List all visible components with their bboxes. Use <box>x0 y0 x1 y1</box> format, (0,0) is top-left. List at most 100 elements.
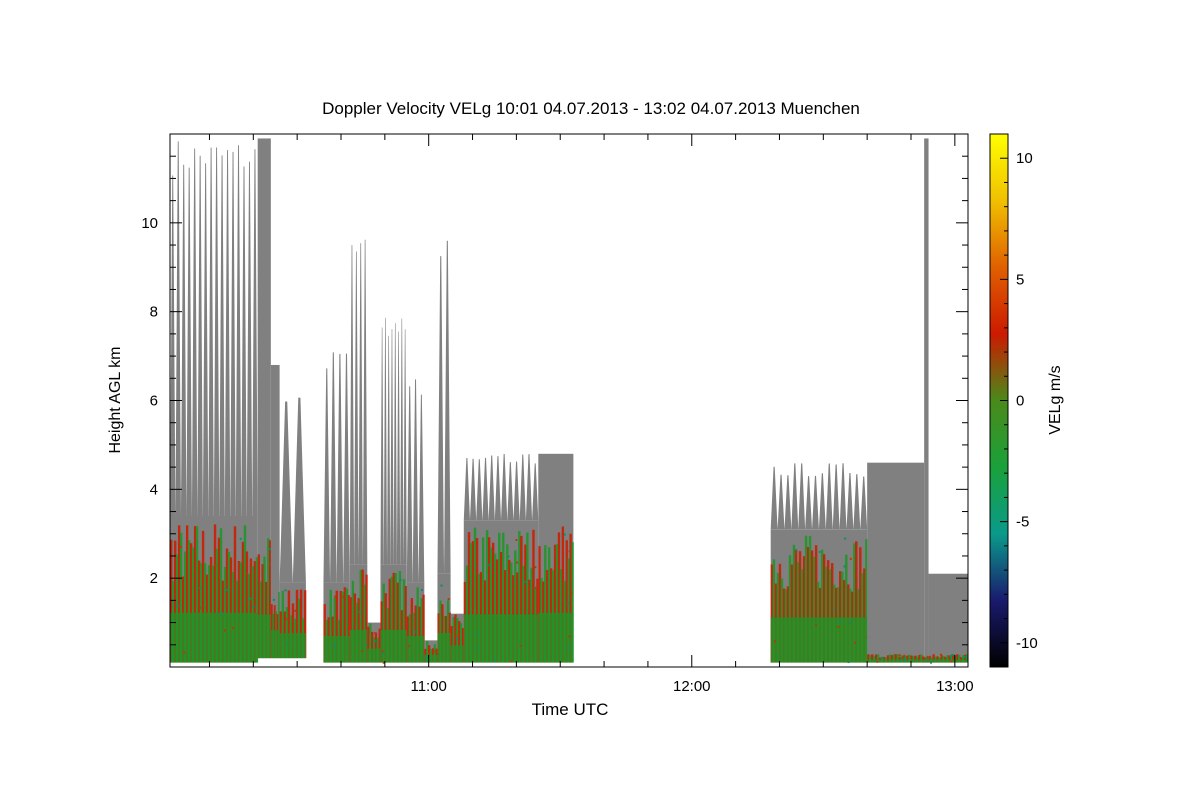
velocity-speckle <box>926 658 929 661</box>
velocity-cell <box>187 540 191 663</box>
velocity-cell <box>828 569 832 663</box>
velocity-cell <box>446 600 450 663</box>
echo-spike <box>396 331 401 565</box>
velocity-speckle <box>284 589 287 592</box>
velocity-cell <box>465 565 469 663</box>
echo-spike <box>406 386 413 583</box>
y-tick-label: 8 <box>150 304 158 321</box>
velocity-cell <box>339 591 343 663</box>
velocity-cell <box>219 528 223 663</box>
velocity-cell <box>808 535 812 663</box>
velocity-speckle <box>294 609 297 612</box>
velocity-speckle <box>221 612 224 615</box>
velocity-cell <box>894 654 898 663</box>
velocity-cell <box>353 593 357 663</box>
velocity-low-layer <box>270 630 280 659</box>
velocity-cell <box>170 539 173 663</box>
velocity-cell <box>493 553 497 663</box>
velocity-cell <box>396 582 400 663</box>
velocity-speckle <box>232 626 235 629</box>
velocity-speckle <box>198 606 201 609</box>
velocity-speckle <box>839 620 842 623</box>
echo-spike <box>213 147 220 516</box>
velocity-cell <box>287 590 291 659</box>
profile-block <box>279 397 307 659</box>
y-tick-label: 4 <box>150 481 158 498</box>
velocity-speckle <box>881 657 884 660</box>
velocity-cell <box>912 656 915 663</box>
velocity-speckle <box>515 538 518 541</box>
profile-block <box>867 462 925 663</box>
velocity-low-layer <box>323 636 350 663</box>
velocity-cell <box>794 549 798 663</box>
velocity-speckle <box>854 641 857 644</box>
velocity-speckle <box>844 537 847 540</box>
echo-spike <box>383 317 388 565</box>
velocity-cell <box>804 535 808 663</box>
echo-spike <box>839 463 847 530</box>
velocity-low-layer <box>406 636 425 663</box>
velocity-cell <box>410 598 414 663</box>
velocity-cell <box>820 549 824 663</box>
velocity-cell <box>890 655 894 663</box>
velocity-cell <box>886 655 890 663</box>
velocity-speckle <box>342 595 345 598</box>
velocity-cell <box>390 576 394 663</box>
velocity-speckle <box>382 661 385 664</box>
axis-ticks <box>170 134 968 667</box>
echo-spike <box>832 464 840 530</box>
echo-spike <box>513 461 520 521</box>
profile-block <box>924 138 929 663</box>
velocity-speckle <box>566 647 569 650</box>
velocity-low-layer <box>349 629 368 663</box>
velocity-cell <box>428 645 431 663</box>
echo-spike <box>791 463 799 530</box>
velocity-cell <box>571 542 574 663</box>
velocity-speckle <box>382 652 385 655</box>
velocity-speckle <box>285 618 288 621</box>
velocity-speckle <box>940 654 943 657</box>
echo-spike <box>380 327 384 565</box>
velocity-cell <box>384 593 387 663</box>
velocity-speckle <box>365 643 368 646</box>
echo-spike <box>191 148 198 516</box>
profile-block <box>928 573 968 664</box>
velocity-cell <box>173 540 177 663</box>
velocity-cell <box>469 542 473 663</box>
velocity-cell <box>790 564 794 663</box>
velocity-cell <box>524 544 527 663</box>
velocity-cell <box>966 654 968 663</box>
velocity-cell <box>367 626 370 663</box>
colorbar-label: VELg m/s <box>1047 365 1064 434</box>
echo-spike <box>501 453 508 521</box>
velocity-speckle <box>818 550 821 553</box>
velocity-speckle <box>252 606 255 609</box>
x-tick-label: 13:00 <box>936 678 974 695</box>
profile-block <box>406 379 425 663</box>
profile-block <box>170 141 260 663</box>
velocity-low-layer <box>867 659 925 663</box>
velocity-cell <box>826 560 830 663</box>
echo-spike <box>444 240 451 574</box>
velocity-cell <box>863 568 866 663</box>
velocity-cell <box>450 626 453 663</box>
velocity-cell <box>458 621 461 663</box>
velocity-cell <box>555 544 559 663</box>
echo-spike <box>825 463 833 530</box>
velocity-speckle <box>432 650 435 653</box>
velocity-speckle <box>951 653 954 656</box>
velocity-cell <box>392 572 396 663</box>
velocity-cell <box>209 556 213 663</box>
velocity-speckle <box>493 659 496 662</box>
velocity-cell <box>956 654 959 663</box>
echo-spike <box>770 466 778 530</box>
velocity-speckle <box>570 591 573 594</box>
velocity-cell <box>802 556 806 663</box>
echo-spike <box>525 454 533 521</box>
echo-body <box>270 364 280 659</box>
velocity-cell <box>485 530 489 663</box>
velocity-low-layer <box>463 614 539 663</box>
velocity-cell <box>299 589 303 659</box>
colorbar-tick-label: -10 <box>1016 635 1038 652</box>
